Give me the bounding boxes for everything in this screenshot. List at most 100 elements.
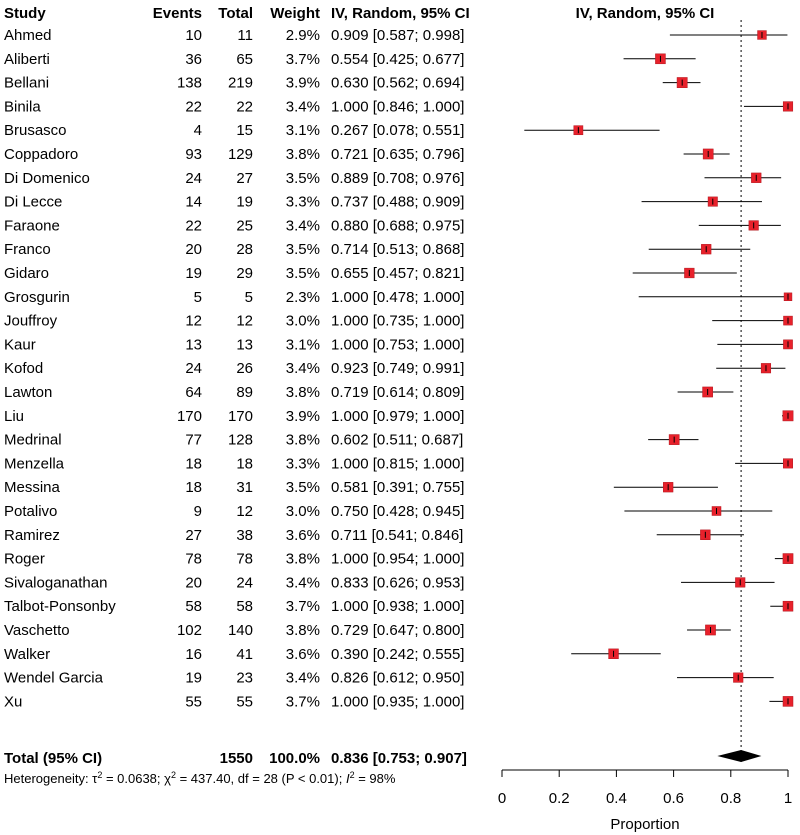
study-row: Jouffroy 12 12 3.0% 1.000 [0.735; 1.000]: [4, 313, 793, 330]
study-total: 29: [236, 265, 253, 282]
study-weight: 3.1%: [286, 122, 320, 139]
study-events: 78: [185, 551, 202, 568]
study-name: Vaschetto: [4, 622, 70, 639]
study-row: Medrinal 77 128 3.8% 0.602 [0.511; 0.687]: [4, 432, 699, 449]
study-events: 24: [185, 360, 202, 377]
study-name: Potalivo: [4, 503, 57, 520]
study-name: Ramirez: [4, 527, 60, 544]
study-ci-text: 1.000 [0.815; 1.000]: [331, 455, 464, 472]
study-events: 138: [177, 75, 202, 92]
study-name: Menzella: [4, 455, 65, 472]
study-name: Jouffroy: [4, 313, 58, 330]
study-ci-text: 0.923 [0.749; 0.991]: [331, 360, 464, 377]
study-name: Binila: [4, 98, 41, 115]
study-row: Gidaro 19 29 3.5% 0.655 [0.457; 0.821]: [4, 265, 737, 282]
study-total: 58: [236, 598, 253, 615]
study-events: 10: [185, 27, 202, 44]
het-tau-symbol: τ: [92, 771, 98, 786]
study-events: 24: [185, 170, 202, 187]
study-name: Messina: [4, 479, 61, 496]
study-events: 18: [185, 455, 202, 472]
het-chi-value: = 437.40, df = 28 (P < 0.01);: [176, 771, 346, 786]
study-name: Xu: [4, 693, 22, 710]
study-events: 9: [194, 503, 202, 520]
study-total: 18: [236, 455, 253, 472]
study-ci-text: 0.737 [0.488; 0.909]: [331, 194, 464, 211]
study-weight: 3.7%: [286, 51, 320, 68]
het-tau-value: = 0.0638;: [102, 771, 164, 786]
study-weight: 2.3%: [286, 289, 320, 306]
study-name: Grosgurin: [4, 289, 70, 306]
study-row: Liu 170 170 3.9% 1.000 [0.979; 1.000]: [4, 408, 794, 425]
study-weight: 3.0%: [286, 503, 320, 520]
study-total: 22: [236, 98, 253, 115]
plot-title: IV, Random, 95% CI: [576, 5, 715, 22]
study-weight: 3.8%: [286, 622, 320, 639]
study-weight: 3.6%: [286, 646, 320, 663]
study-ci-text: 0.267 [0.078; 0.551]: [331, 122, 464, 139]
study-ci-text: 0.630 [0.562; 0.694]: [331, 75, 464, 92]
het-prefix: Heterogeneity:: [4, 771, 92, 786]
study-weight: 3.0%: [286, 313, 320, 330]
study-total: 19: [236, 194, 253, 211]
study-row: Roger 78 78 3.8% 1.000 [0.954; 1.000]: [4, 551, 794, 568]
study-name: Di Lecce: [4, 194, 62, 211]
study-total: 5: [245, 289, 253, 306]
study-name: Aliberti: [4, 51, 50, 68]
study-row: Franco 20 28 3.5% 0.714 [0.513; 0.868]: [4, 241, 751, 258]
het-chi-exponent: 2: [171, 770, 176, 780]
study-name: Medrinal: [4, 432, 62, 449]
study-ci-text: 1.000 [0.935; 1.000]: [331, 693, 464, 710]
study-weight: 3.4%: [286, 360, 320, 377]
study-row: Di Lecce 14 19 3.3% 0.737 [0.488; 0.909]: [4, 194, 762, 211]
header-total: Total: [218, 5, 253, 22]
study-weight: 3.3%: [286, 455, 320, 472]
study-ci-text: 0.714 [0.513; 0.868]: [331, 241, 464, 258]
study-name: Brusasco: [4, 122, 67, 139]
study-events: 27: [185, 527, 202, 544]
total-n: 1550: [220, 750, 253, 767]
study-total: 38: [236, 527, 253, 544]
study-name: Wendel Garcia: [4, 670, 104, 687]
study-ci-text: 0.909 [0.587; 0.998]: [331, 27, 464, 44]
study-events: 20: [185, 241, 202, 258]
study-events: 55: [185, 693, 202, 710]
study-weight: 3.3%: [286, 194, 320, 211]
study-name: Faraone: [4, 217, 60, 234]
study-name: Kofod: [4, 360, 43, 377]
study-row: Vaschetto 102 140 3.8% 0.729 [0.647; 0.800]: [4, 622, 731, 639]
study-total: 27: [236, 170, 253, 187]
study-total: 55: [236, 693, 253, 710]
table-header: Study Events Total Weight IV, Random, 95…: [4, 5, 714, 22]
study-weight: 3.7%: [286, 598, 320, 615]
study-total: 12: [236, 503, 253, 520]
study-total: 13: [236, 336, 253, 353]
study-total: 65: [236, 51, 253, 68]
study-ci-text: 0.721 [0.635; 0.796]: [331, 146, 464, 163]
het-tau-exponent: 2: [97, 770, 102, 780]
x-tick-label: 0.6: [663, 790, 684, 807]
study-row: Aliberti 36 65 3.7% 0.554 [0.425; 0.677]: [4, 51, 696, 68]
study-name: Bellani: [4, 75, 49, 92]
x-tick-label: 0.8: [720, 790, 741, 807]
study-events: 20: [185, 574, 202, 591]
study-events: 170: [177, 408, 202, 425]
study-ci-text: 0.655 [0.457; 0.821]: [331, 265, 464, 282]
study-events: 22: [185, 98, 202, 115]
study-ci-text: 1.000 [0.846; 1.000]: [331, 98, 464, 115]
study-total: 25: [236, 217, 253, 234]
study-row: Xu 55 55 3.7% 1.000 [0.935; 1.000]: [4, 693, 794, 710]
study-events: 12: [185, 313, 202, 330]
study-total: 26: [236, 360, 253, 377]
study-row: Walker 16 41 3.6% 0.390 [0.242; 0.555]: [4, 646, 661, 663]
study-total: 78: [236, 551, 253, 568]
study-weight: 3.6%: [286, 527, 320, 544]
het-chi-symbol: χ: [164, 771, 171, 786]
study-row: Sivaloganathan 20 24 3.4% 0.833 [0.626; 0.95…: [4, 574, 775, 591]
study-ci-text: 0.581 [0.391; 0.755]: [331, 479, 464, 496]
study-weight: 3.4%: [286, 670, 320, 687]
study-total: 41: [236, 646, 253, 663]
study-name: Franco: [4, 241, 51, 258]
study-total: 24: [236, 574, 253, 591]
